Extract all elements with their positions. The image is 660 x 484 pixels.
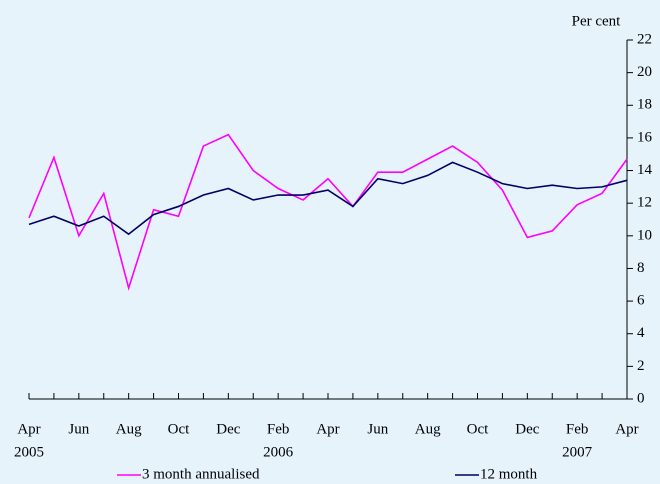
y-tick-label: 8: [637, 260, 645, 276]
y-tick-label: 2: [637, 358, 645, 374]
legend-label: 12 month: [480, 466, 538, 482]
y-tick-label: 10: [637, 227, 652, 243]
x-tick-label: Dec: [216, 421, 240, 437]
year-label: 2005: [14, 444, 44, 460]
x-tick-label: Feb: [566, 421, 589, 437]
y-tick-label: 12: [637, 195, 652, 211]
year-label: 2007: [562, 444, 593, 460]
y-tick-label: 20: [637, 64, 652, 80]
x-tick-label: Oct: [467, 421, 489, 437]
y-tick-label: 6: [637, 293, 645, 309]
x-tick-label: Apr: [615, 421, 638, 437]
x-tick-label: Jun: [367, 421, 388, 437]
series-line: [28, 133, 628, 291]
x-tick-label: Oct: [168, 421, 190, 437]
y-axis-label: Per cent: [572, 13, 622, 29]
y-tick-label: 14: [637, 162, 653, 178]
x-tick-label: Aug: [116, 421, 142, 437]
x-tick-label: Apr: [316, 421, 339, 437]
series-line: [28, 161, 628, 236]
x-tick-label: Feb: [267, 421, 290, 437]
y-tick-label: 0: [637, 390, 645, 406]
x-tick-label: Apr: [17, 421, 40, 437]
year-label: 2006: [263, 444, 294, 460]
legend-label: 3 month annualised: [142, 466, 260, 482]
y-tick-label: 16: [637, 129, 653, 145]
y-tick-label: 22: [637, 31, 652, 47]
y-tick-label: 4: [637, 325, 645, 341]
x-tick-label: Aug: [415, 421, 441, 437]
x-tick-label: Dec: [515, 421, 539, 437]
y-tick-label: 18: [637, 97, 652, 113]
x-tick-label: Jun: [68, 421, 89, 437]
